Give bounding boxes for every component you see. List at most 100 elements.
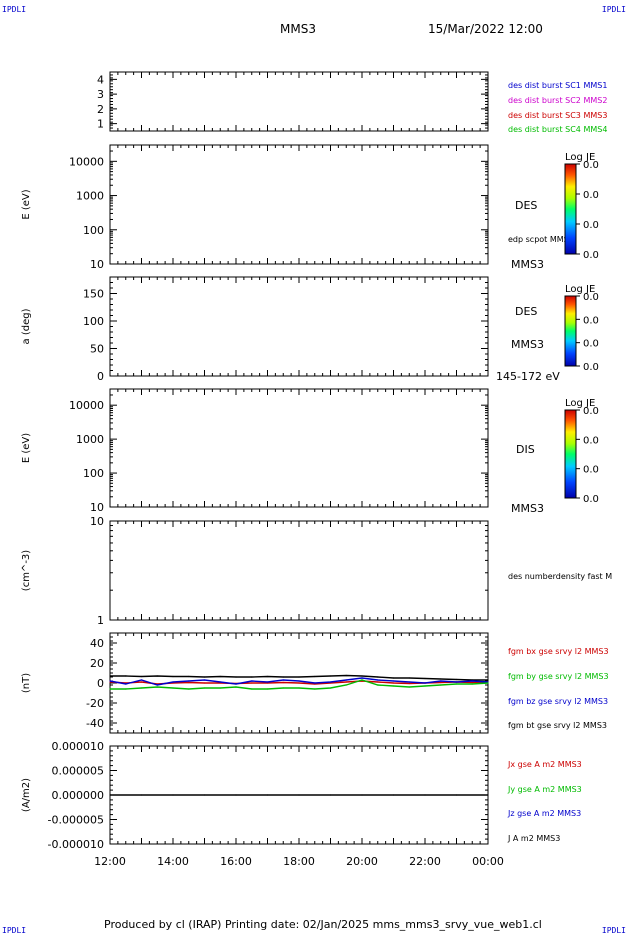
data-point: [188, 680, 190, 682]
corner-label-bottom-left: IPDLI: [2, 926, 27, 935]
panel-frame-p5: [109, 520, 489, 621]
data-point: [440, 678, 442, 680]
time-tick-label: 20:00: [346, 855, 378, 868]
spacecraft-title: MMS3: [280, 22, 316, 36]
data-point: [361, 677, 363, 679]
data-point: [345, 684, 347, 686]
data-point: [203, 676, 206, 678]
data-point: [345, 681, 347, 683]
colorbar-tick-label: 0.0: [583, 435, 599, 446]
data-point: [408, 686, 410, 688]
data-point: [282, 679, 284, 681]
y-tick-label: 20: [90, 657, 104, 670]
data-point: [282, 681, 284, 684]
data-point: [203, 794, 206, 796]
data-point: [329, 675, 332, 677]
data-point: [140, 675, 143, 678]
data-point: [109, 675, 111, 677]
colorbar-tick-label: 0.0: [583, 160, 599, 171]
data-point: [314, 688, 316, 690]
data-point: [251, 682, 253, 684]
data-point: [251, 688, 253, 690]
y-tick-label: 1: [97, 614, 104, 627]
colorbar-tick-label: 0.0: [583, 220, 599, 231]
data-point: [251, 680, 253, 682]
data-point: [361, 794, 363, 796]
data-point: [361, 675, 363, 677]
data-point: [172, 681, 174, 683]
right-label: Jy gse A m2 MMS3: [507, 785, 582, 794]
data-point: [345, 679, 347, 681]
y-tick-label: 1000: [76, 433, 104, 446]
data-point: [235, 686, 237, 688]
y-tick-label: 3: [97, 88, 104, 101]
data-point: [329, 687, 332, 689]
data-point: [440, 680, 442, 682]
colorbar-tick-label: 0.0: [583, 494, 599, 505]
data-point: [235, 676, 237, 678]
data-point: [156, 686, 158, 688]
data-point: [298, 794, 300, 796]
footer-text: Produced by cl (IRAP) Printing date: 02/…: [104, 918, 542, 931]
colorbar-tick-label: 0.0: [583, 292, 599, 303]
time-tick-label: 14:00: [157, 855, 189, 868]
right-label: des dist burst SC3 MMS3: [508, 111, 607, 120]
y-tick-label: 150: [83, 288, 104, 301]
right-label: des dist burst SC4 MMS4: [508, 125, 607, 134]
data-point: [440, 681, 442, 684]
data-point: [109, 680, 111, 682]
time-tick-label: 22:00: [409, 855, 441, 868]
right-label: 145-172 eV: [496, 370, 560, 383]
time-tick-label: 16:00: [220, 855, 252, 868]
colorbar: [564, 409, 577, 499]
y-tick-label: -0.000010: [48, 838, 104, 851]
data-point: [298, 680, 300, 682]
corner-label-bottom-right: IPDLI: [601, 926, 626, 935]
data-point: [440, 684, 442, 686]
data-point: [140, 679, 143, 681]
data-point: [424, 794, 426, 796]
colorbar-title: Log JE: [565, 284, 595, 295]
panel-frame-p4: [109, 388, 489, 508]
data-point: [188, 681, 190, 684]
corner-label-top-left: IPDLI: [2, 5, 27, 14]
y-tick-label: 50: [90, 343, 104, 356]
y-tick-label: 100: [83, 315, 104, 328]
y-tick-label: 100: [83, 224, 104, 237]
y-axis-label: (A/m2): [21, 778, 32, 812]
data-point: [487, 681, 489, 683]
data-point: [235, 794, 237, 796]
data-point: [188, 675, 190, 678]
data-point: [109, 688, 111, 690]
data-point: [345, 674, 347, 677]
data-point: [298, 682, 300, 684]
y-tick-label: 1: [97, 118, 104, 131]
right-label: Jx gse A m2 MMS3: [507, 760, 582, 769]
data-point: [377, 679, 379, 681]
data-point: [298, 687, 300, 689]
data-point: [455, 678, 458, 681]
right-label: MMS3: [511, 338, 544, 351]
data-point: [471, 679, 473, 681]
right-label: fgm bx gse srvy l2 MMS3: [508, 647, 609, 656]
colorbar-tick-label: 0.0: [583, 406, 599, 417]
data-point: [203, 679, 206, 681]
data-point: [392, 680, 395, 682]
data-point: [487, 679, 489, 681]
data-point: [377, 681, 379, 683]
data-point: [314, 675, 316, 678]
data-point: [408, 681, 410, 683]
data-point: [172, 687, 174, 689]
data-point: [219, 675, 221, 678]
y-tick-label: 10000: [69, 155, 104, 168]
y-tick-label: 40: [90, 637, 104, 650]
data-point: [266, 794, 269, 796]
y-tick-label: 10: [90, 258, 104, 271]
y-tick-label: -20: [86, 697, 104, 710]
data-point: [156, 684, 158, 686]
colorbar-tick-label: 0.0: [583, 339, 599, 350]
data-point: [266, 675, 269, 678]
data-point: [140, 794, 143, 796]
data-point: [251, 676, 253, 678]
plot-datetime: 15/Mar/2022 12:00: [428, 22, 543, 36]
